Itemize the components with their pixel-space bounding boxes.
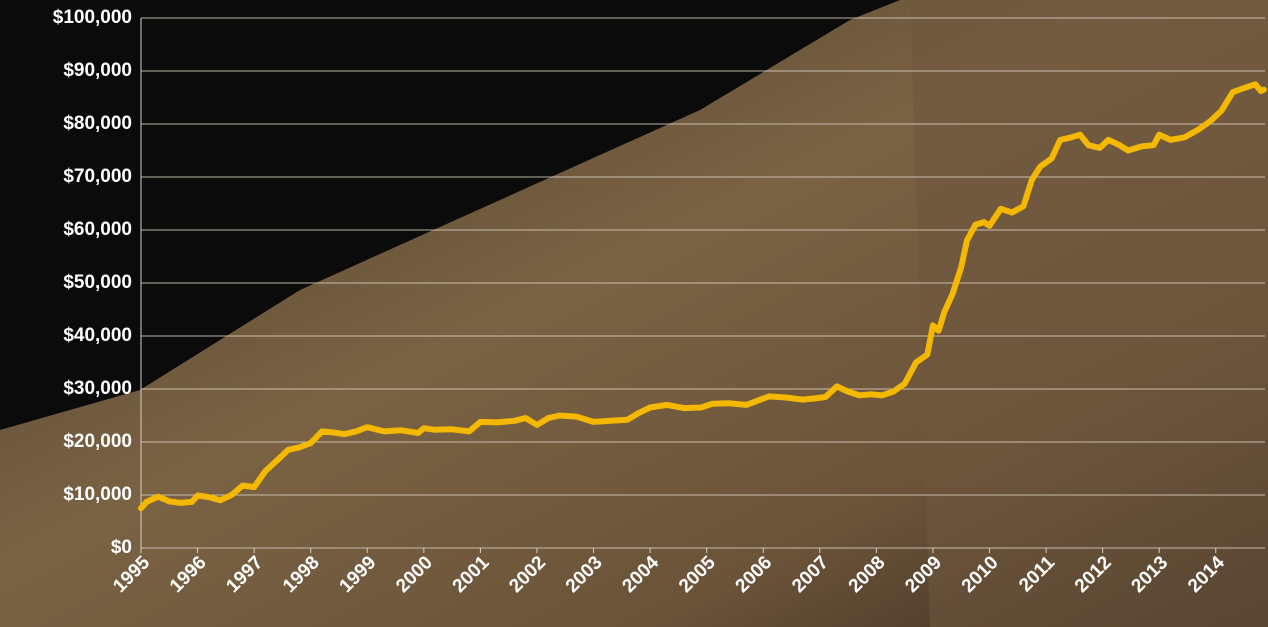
y-tick-label: $90,000	[63, 60, 132, 81]
tower	[910, 0, 1268, 627]
y-tick-label: $60,000	[63, 219, 132, 240]
y-tick-label: $100,000	[53, 7, 132, 28]
y-tick-label: $10,000	[63, 484, 132, 505]
y-tick-label: $50,000	[63, 272, 132, 293]
y-tick-label: $20,000	[63, 431, 132, 452]
data-line	[138, 81, 1267, 512]
y-tick-label: $70,000	[63, 166, 132, 187]
y-tick-label: $40,000	[63, 325, 132, 346]
y-tick-label: $0	[111, 537, 132, 558]
y-tick-label: $30,000	[63, 378, 132, 399]
y-tick-label: $80,000	[63, 113, 132, 134]
